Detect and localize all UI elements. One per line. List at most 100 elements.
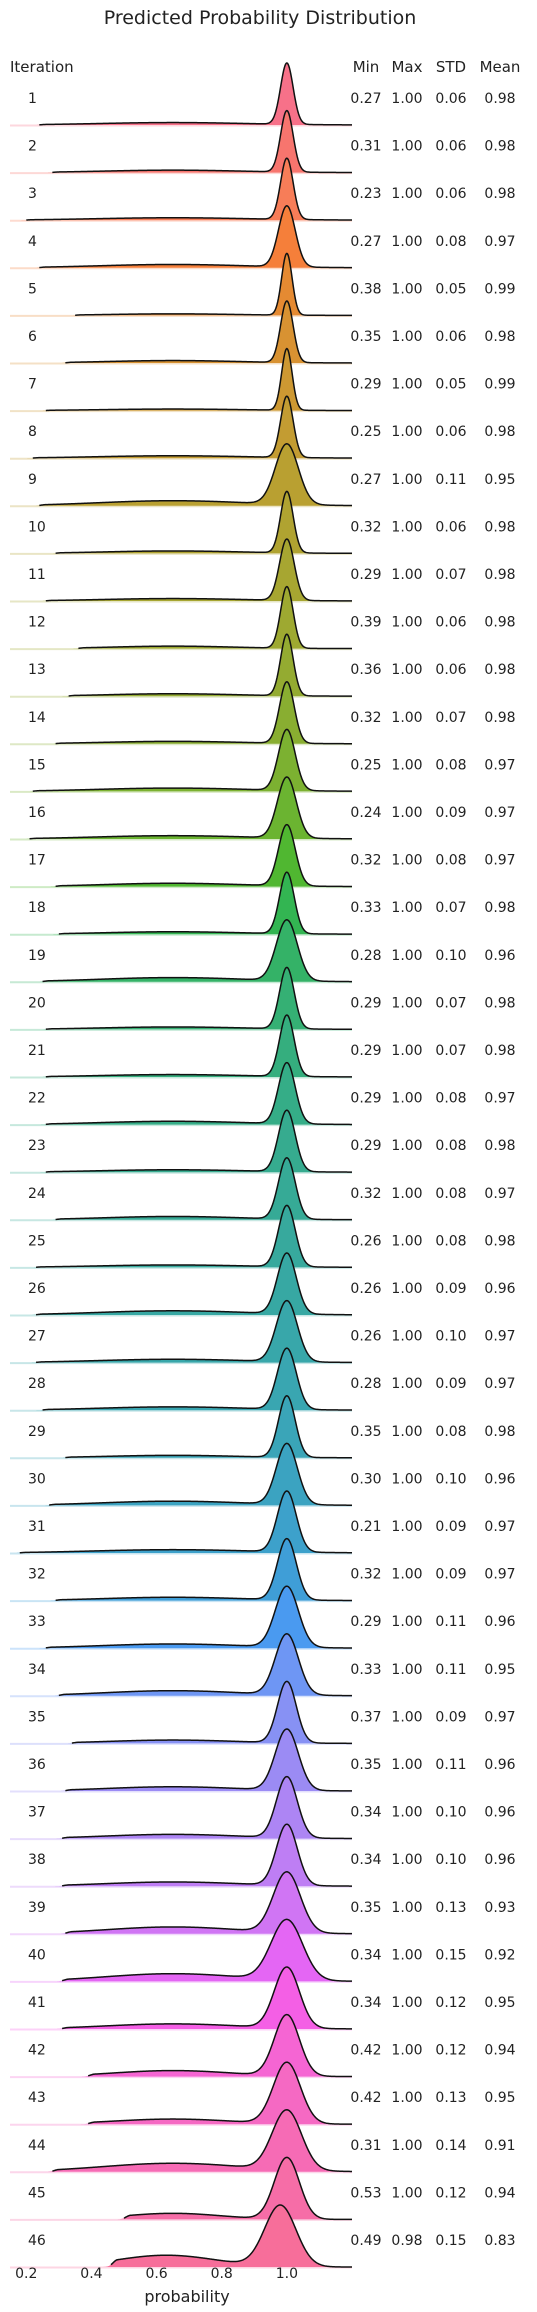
stat-std: 0.08 [435, 1424, 466, 1440]
stat-std: 0.11 [435, 1662, 466, 1678]
stat-mean: 0.98 [484, 1138, 515, 1154]
ridge-outline [65, 1871, 352, 1935]
stat-header-mean: Mean [480, 58, 521, 76]
stat-mean: 0.97 [484, 805, 515, 821]
stat-min: 0.36 [350, 662, 381, 678]
stat-std: 0.07 [435, 995, 466, 1011]
stat-max: 1.00 [391, 1186, 422, 1202]
ridge-area [10, 729, 352, 792]
stat-std: 0.05 [435, 377, 466, 393]
stat-mean: 0.97 [484, 1519, 515, 1535]
iteration-label: 7 [28, 377, 37, 393]
ridge-outline [42, 919, 353, 983]
stat-min: 0.29 [350, 567, 381, 583]
stat-mean: 0.94 [484, 2043, 515, 2059]
iteration-label: 40 [28, 1947, 46, 1963]
stat-mean: 0.92 [484, 1947, 515, 1963]
stat-std: 0.07 [435, 1043, 466, 1059]
stat-min: 0.27 [350, 472, 381, 488]
stat-min: 0.32 [350, 853, 381, 869]
ridge-outline [61, 1918, 353, 1982]
stat-max: 1.00 [391, 1900, 422, 1916]
iteration-label: 38 [28, 1852, 46, 1868]
x-axis: 0.2 0.4 0.6 0.8 1.0 [15, 2266, 298, 2282]
stat-mean: 0.97 [484, 1567, 515, 1583]
stat-mean: 0.83 [484, 2233, 515, 2249]
stat-min: 0.23 [350, 186, 381, 202]
stat-min: 0.49 [350, 2233, 381, 2249]
stat-std: 0.11 [435, 1614, 466, 1630]
stat-std: 0.08 [435, 234, 466, 250]
iteration-label: 4 [28, 234, 37, 250]
stat-min: 0.33 [350, 900, 381, 916]
stat-mean: 0.97 [484, 1709, 515, 1725]
stat-mean: 0.95 [484, 2090, 515, 2106]
stat-max: 1.00 [391, 234, 422, 250]
stat-min: 0.26 [350, 1281, 381, 1297]
stat-std: 0.05 [435, 281, 466, 297]
ridge-area [10, 1633, 352, 1696]
iteration-label: 45 [28, 2185, 46, 2201]
stat-std: 0.09 [435, 1376, 466, 1392]
stat-min: 0.24 [350, 805, 381, 821]
stat-mean: 0.97 [484, 1329, 515, 1345]
stat-min: 0.29 [350, 1138, 381, 1154]
iteration-label: 10 [28, 519, 46, 535]
ridge-outline [61, 1966, 352, 2030]
stat-min: 0.42 [350, 2043, 381, 2059]
stat-std: 0.09 [435, 1709, 466, 1725]
iteration-label: 2 [28, 139, 37, 155]
stat-max: 1.00 [391, 1043, 422, 1059]
stat-min: 0.27 [350, 91, 381, 107]
stat-min: 0.35 [350, 1900, 381, 1916]
stat-std: 0.12 [435, 2185, 466, 2201]
stat-max: 1.00 [391, 1519, 422, 1535]
stat-min: 0.37 [350, 1709, 381, 1725]
ridge-area [10, 63, 352, 125]
stat-max: 1.00 [391, 1281, 422, 1297]
ridge-outline [26, 157, 352, 221]
stat-max: 0.98 [391, 2233, 422, 2249]
stat-max: 1.00 [391, 1091, 422, 1107]
iteration-label: 1 [28, 91, 37, 107]
ridge-outline [39, 443, 352, 507]
ridge-area [10, 1062, 352, 1125]
iteration-label: 20 [28, 995, 46, 1011]
iteration-label: 12 [28, 615, 46, 631]
iteration-label: 29 [28, 1424, 46, 1440]
iteration-label: 6 [28, 329, 37, 345]
stat-mean: 0.97 [484, 1376, 515, 1392]
stat-mean: 0.95 [484, 472, 515, 488]
stat-max: 1.00 [391, 1709, 422, 1725]
ridge-outline [71, 1680, 352, 1745]
iteration-label: 24 [28, 1186, 46, 1202]
stat-mean: 0.98 [484, 900, 515, 916]
stat-max: 1.00 [391, 1376, 422, 1392]
ridge-area [10, 1348, 352, 1411]
stat-mean: 0.96 [484, 1614, 515, 1630]
ridge-outline [32, 728, 353, 792]
stat-mean: 0.98 [484, 519, 515, 535]
row-header: Iteration [10, 58, 74, 76]
stat-mean: 0.96 [484, 948, 515, 964]
ridge-area [10, 1776, 352, 1839]
iteration-label: 46 [28, 2233, 46, 2249]
stat-min: 0.42 [350, 2090, 381, 2106]
stat-min: 0.25 [350, 757, 381, 773]
ridge-area [10, 348, 352, 411]
ridge-area [10, 1967, 352, 2029]
stat-mean: 0.96 [484, 1281, 515, 1297]
iteration-label: 16 [28, 805, 46, 821]
x-tick-label: 0.4 [80, 2266, 102, 2282]
stat-mean: 0.96 [484, 1852, 515, 1868]
ridge-outline [29, 776, 352, 840]
ridge-area [10, 205, 352, 268]
stat-std: 0.10 [435, 1805, 466, 1821]
ridge-area [10, 1443, 352, 1506]
ridge-area [10, 1919, 352, 1982]
ridge-outline [42, 1347, 352, 1411]
stat-mean: 0.98 [484, 91, 515, 107]
stat-min: 0.38 [350, 281, 381, 297]
stat-min: 0.35 [350, 329, 381, 345]
ridge-area [10, 2157, 352, 2220]
